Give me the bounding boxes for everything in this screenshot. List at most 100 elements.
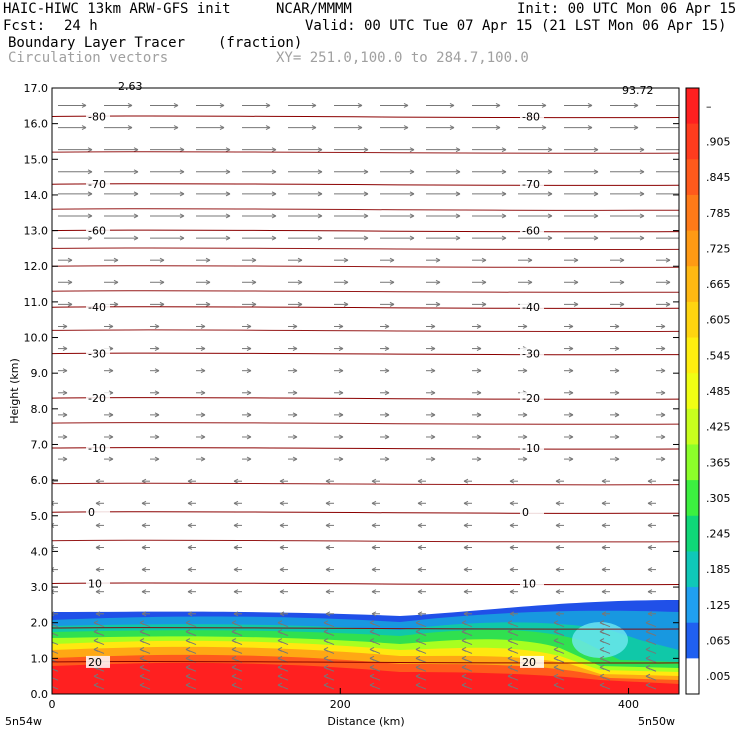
fcst-label: Fcst: <box>3 18 46 34</box>
vector-head <box>187 611 193 615</box>
vector-head <box>52 589 55 592</box>
vector-head <box>113 257 119 261</box>
vector-head <box>389 281 395 285</box>
vector-head <box>633 105 639 108</box>
vector-head <box>463 502 469 506</box>
vector-head <box>185 638 191 641</box>
vector-head <box>187 500 193 504</box>
vector-head <box>371 480 377 484</box>
vector-head <box>271 213 277 217</box>
vector-head <box>371 589 377 593</box>
vector-head <box>225 171 231 175</box>
vector-head <box>185 664 191 668</box>
vector-head <box>476 434 482 438</box>
vector-head <box>363 147 369 151</box>
vector-head <box>371 545 377 548</box>
vector-head <box>647 613 653 617</box>
vector-head <box>231 638 237 641</box>
vector-head <box>593 215 599 219</box>
vector-head <box>292 348 298 352</box>
vector-head <box>384 324 390 327</box>
vector-head <box>369 648 375 652</box>
vector-head <box>357 105 363 108</box>
colorbar-swatch <box>686 123 699 160</box>
vector-head <box>200 370 206 374</box>
contour-label: -70 <box>522 178 540 191</box>
vector-head <box>599 664 605 668</box>
vector-head <box>246 346 252 350</box>
colorbar-label: .185 <box>706 563 731 576</box>
vector-head <box>430 414 436 418</box>
vector-head <box>265 105 271 108</box>
vector-head <box>95 502 101 506</box>
vector-head <box>225 193 231 197</box>
vector-head <box>52 592 55 595</box>
vector-head <box>417 569 423 573</box>
vector-head <box>52 545 55 548</box>
vector-head <box>343 279 349 283</box>
vector-head <box>233 500 239 504</box>
vector-head <box>601 567 607 571</box>
vector-head <box>200 346 206 350</box>
vector-head <box>185 629 191 633</box>
temperature-contour <box>52 151 679 154</box>
vector-head <box>277 646 283 650</box>
vector-head <box>476 456 482 460</box>
vector-head <box>219 127 225 131</box>
vector-head <box>279 502 285 506</box>
temperature-contour <box>52 422 679 425</box>
temperature-contour <box>52 329 679 333</box>
contour-label-bg <box>86 224 110 237</box>
vector-head <box>409 237 415 241</box>
vector-head <box>159 281 165 285</box>
vector-head <box>369 622 375 626</box>
vector-head <box>476 392 482 396</box>
vector-head <box>185 657 191 661</box>
colorbar-swatch <box>686 587 699 624</box>
colorbar-label: .725 <box>706 242 731 255</box>
vector-head <box>233 613 239 617</box>
vector-head <box>409 147 415 151</box>
vector-head <box>363 171 369 175</box>
vector-head <box>647 591 653 595</box>
vector-head <box>231 640 237 643</box>
vector-head <box>292 412 298 416</box>
vector-head <box>501 193 507 197</box>
vector-head <box>415 675 421 679</box>
vector-head <box>231 629 237 633</box>
x-tick-label: 0 <box>49 698 56 711</box>
vector-head <box>601 591 607 595</box>
x-tick-label: 400 <box>618 698 639 711</box>
vector-head <box>62 436 68 440</box>
vector-head <box>409 235 415 239</box>
vector-head <box>219 125 225 129</box>
init-time: Init: 00 UTC Mon 06 Apr 15 <box>517 1 737 17</box>
vector-head <box>601 569 607 573</box>
vector-head <box>87 237 93 241</box>
contour-label: 20 <box>522 656 536 669</box>
vector-head <box>384 458 390 462</box>
vector-head <box>507 657 513 661</box>
vector-head <box>476 390 482 394</box>
vector-head <box>639 193 645 197</box>
vector-head <box>645 664 651 668</box>
vector-head <box>463 611 469 615</box>
temperature-contour <box>52 482 679 486</box>
contour-label: -80 <box>522 111 540 124</box>
colorbar-label: .545 <box>706 349 731 362</box>
vector-head <box>614 390 620 394</box>
y-tick-label: 3.0 <box>31 581 49 594</box>
vector-head <box>325 611 331 615</box>
vector-head <box>369 631 375 635</box>
vector-head <box>547 171 553 175</box>
vector-head <box>93 629 99 633</box>
vector-head <box>338 346 344 350</box>
contour-label: -30 <box>522 348 540 361</box>
vector-head <box>139 638 145 641</box>
colorbar-label: .005 <box>706 670 731 683</box>
colorbar-swatch <box>686 194 699 232</box>
vector-head <box>323 640 329 643</box>
vector-head <box>81 127 87 131</box>
contour-label: -20 <box>88 392 106 405</box>
vector-head <box>251 257 257 261</box>
